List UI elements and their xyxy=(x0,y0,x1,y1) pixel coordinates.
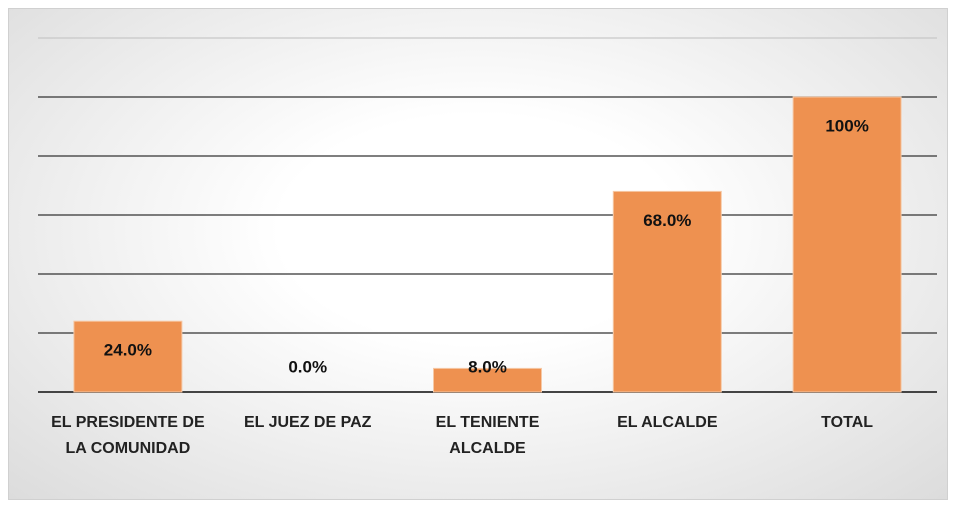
x-tick-label: TOTAL xyxy=(821,414,874,431)
x-tick-label: EL TENIENTE ALCALDE xyxy=(435,414,540,457)
data-label: 68.0% xyxy=(643,211,691,230)
bar xyxy=(792,96,902,393)
chart-frame xyxy=(8,8,948,500)
bar xyxy=(433,367,542,393)
bar xyxy=(612,190,722,393)
bar xyxy=(73,320,183,393)
data-label: 0.0% xyxy=(288,357,327,376)
x-tick-label: EL ALCALDE xyxy=(617,414,718,431)
data-label: 24.0% xyxy=(104,341,152,360)
data-label: 100% xyxy=(825,116,868,135)
x-tick-label: EL JUEZ DE PAZ xyxy=(243,414,372,431)
data-label: 8.0% xyxy=(468,357,507,376)
x-tick-label: EL PRESIDENTE DE LA COMUNIDAD xyxy=(51,414,205,457)
